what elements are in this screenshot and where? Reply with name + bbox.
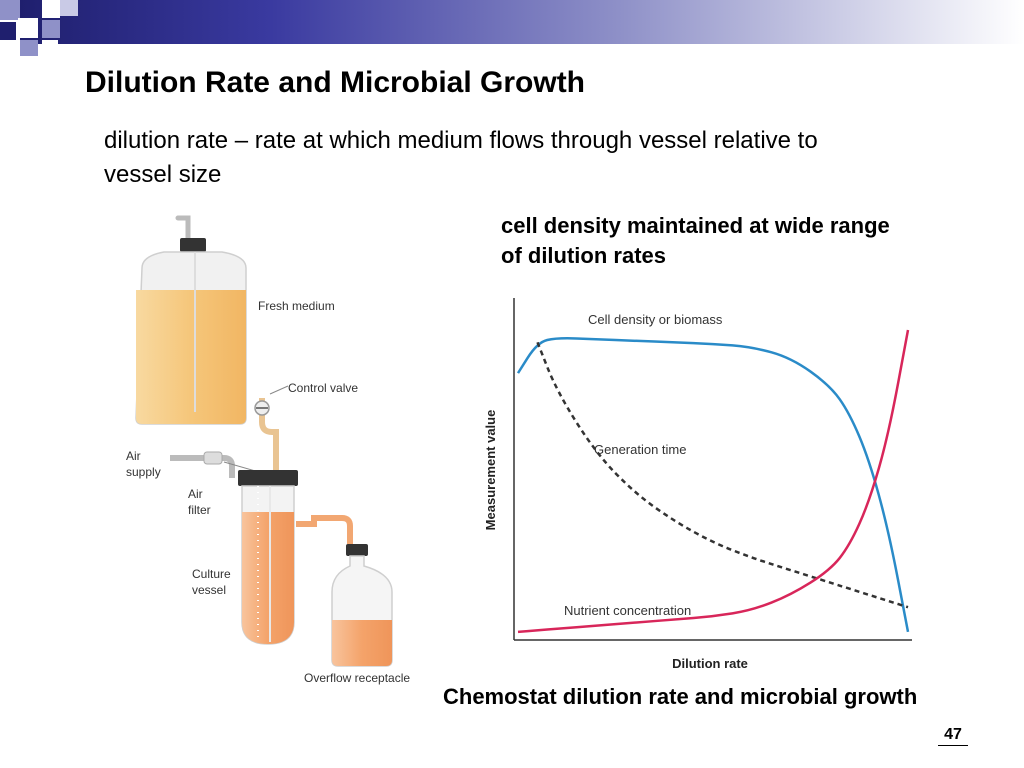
chemostat-diagram: Fresh medium Control valve Air supply Ai… [126, 215, 410, 685]
dilution-rate-chart: Dilution rate Measurement value Cell den… [483, 298, 912, 671]
chart-caption: cell density maintained at wide range of… [501, 213, 890, 268]
series-line-cell-density-or-biomass [516, 337, 910, 633]
label-culture-vessel-1: Culture [192, 567, 231, 581]
label-fresh-medium: Fresh medium [258, 299, 335, 313]
label-control-valve: Control valve [288, 381, 358, 395]
page-title: Dilution Rate and Microbial Growth [85, 66, 586, 99]
culture-vessel [238, 470, 298, 645]
series-label-nutrient-concentration: Nutrient concentration [564, 603, 691, 618]
series-layer [516, 329, 910, 634]
page-number: 47 [938, 726, 968, 746]
label-air-filter-1: Air [188, 487, 203, 501]
culture-vessel-cap [238, 470, 298, 486]
label-air-supply-1: Air [126, 449, 141, 463]
x-axis-label: Dilution rate [672, 656, 748, 671]
fresh-medium-reservoir [135, 215, 247, 425]
decorative-squares [0, 0, 1024, 56]
series-line-generation-time [536, 341, 909, 609]
label-culture-vessel-2: vessel [192, 583, 226, 597]
figure-caption: Chemostat dilution rate and microbial gr… [443, 684, 918, 709]
overflow-receptacle [331, 544, 393, 667]
dilution-rate-definition: dilution rate – rate at which medium flo… [104, 127, 818, 188]
series-line-nutrient-concentration [517, 329, 910, 634]
y-axis-label: Measurement value [483, 410, 498, 531]
label-air-supply-2: supply [126, 465, 161, 479]
title-band-decoration [0, 0, 1024, 58]
series-label-cell-density: Cell density or biomass [588, 312, 723, 327]
control-valve [254, 400, 270, 416]
label-overflow-receptacle: Overflow receptacle [304, 671, 410, 685]
reservoir-stopper [180, 238, 206, 252]
series-label-generation-time: Generation time [594, 442, 687, 457]
label-air-filter-2: filter [188, 503, 211, 517]
